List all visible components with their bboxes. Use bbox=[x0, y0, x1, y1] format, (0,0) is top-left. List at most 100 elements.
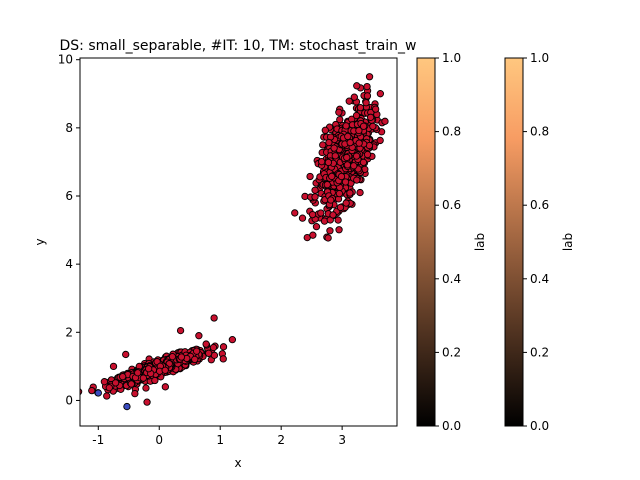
data-point bbox=[376, 90, 385, 98]
data-point bbox=[219, 343, 228, 351]
data-point bbox=[343, 161, 352, 169]
x-tick-label: 2 bbox=[277, 433, 285, 447]
colorbar-2: 0.0 0.2 0.4 0.6 0.8 1.0 lab bbox=[504, 51, 575, 433]
colorbar-tick-label: 0.0 bbox=[442, 419, 461, 433]
data-point bbox=[195, 332, 203, 340]
data-point bbox=[105, 384, 113, 392]
data-point bbox=[205, 349, 213, 357]
data-point bbox=[321, 126, 329, 134]
data-point bbox=[103, 392, 111, 400]
data-point bbox=[317, 209, 325, 217]
data-point bbox=[320, 217, 329, 225]
colorbar-1: 0.0 0.2 0.4 0.6 0.8 1.0 lab bbox=[416, 51, 487, 433]
data-point bbox=[350, 162, 358, 170]
x-tick-label: 1 bbox=[216, 433, 224, 447]
data-point bbox=[366, 113, 375, 121]
data-point bbox=[350, 93, 358, 101]
data-point bbox=[176, 326, 185, 335]
colorbar-1-ticks: 0.0 0.2 0.4 0.6 0.8 1.0 bbox=[435, 51, 461, 433]
y-tick-label: 10 bbox=[58, 53, 73, 67]
data-point bbox=[311, 186, 319, 194]
data-point bbox=[161, 383, 169, 391]
data-point bbox=[376, 136, 384, 145]
data-point bbox=[312, 223, 321, 231]
data-point bbox=[342, 199, 350, 207]
data-point bbox=[359, 122, 368, 130]
x-tick-label: 3 bbox=[338, 433, 346, 447]
data-point bbox=[177, 353, 186, 361]
data-point-outlier bbox=[94, 389, 102, 397]
data-point bbox=[381, 117, 389, 125]
x-axis: -1 0 1 2 3 bbox=[92, 426, 346, 447]
data-point bbox=[328, 172, 336, 181]
data-point bbox=[88, 386, 96, 395]
data-point bbox=[131, 389, 139, 398]
data-point bbox=[359, 158, 368, 166]
data-point bbox=[109, 362, 118, 371]
y-axis-label: y bbox=[33, 238, 47, 245]
data-point bbox=[329, 211, 337, 219]
x-tick-label: 0 bbox=[155, 433, 163, 447]
data-point bbox=[202, 340, 210, 348]
data-point bbox=[342, 122, 350, 130]
colorbar-tick-label: 0.8 bbox=[530, 125, 549, 139]
data-point bbox=[363, 82, 371, 91]
colorbar-tick-label: 0.6 bbox=[530, 198, 549, 212]
colorbar-2-gradient bbox=[504, 57, 524, 427]
data-point bbox=[228, 336, 237, 344]
colorbar-2-ticks: 0.0 0.2 0.4 0.6 0.8 1.0 bbox=[523, 51, 549, 433]
chart-title: DS: small_separable, #IT: 10, TM: stocha… bbox=[60, 38, 417, 54]
y-tick-label: 6 bbox=[65, 189, 73, 203]
data-point bbox=[144, 365, 153, 373]
data-point bbox=[134, 369, 142, 377]
colorbar-tick-label: 0.2 bbox=[530, 345, 549, 359]
data-point bbox=[323, 181, 331, 189]
y-tick-label: 2 bbox=[65, 325, 73, 339]
data-point bbox=[325, 138, 333, 147]
data-point bbox=[353, 176, 361, 184]
y-tick-label: 0 bbox=[65, 393, 73, 407]
data-point bbox=[324, 234, 332, 242]
data-point bbox=[355, 139, 363, 147]
colorbar-1-gradient bbox=[416, 57, 436, 427]
colorbar-tick-label: 1.0 bbox=[530, 51, 549, 65]
colorbar-tick-label: 0.4 bbox=[530, 272, 549, 286]
data-point bbox=[210, 314, 218, 322]
data-point bbox=[317, 158, 326, 166]
data-point bbox=[100, 378, 109, 386]
data-point bbox=[143, 398, 151, 406]
data-point bbox=[346, 189, 354, 197]
data-point bbox=[363, 92, 372, 100]
data-point bbox=[330, 144, 338, 152]
data-point bbox=[365, 73, 374, 81]
colorbar-2-label: lab bbox=[561, 233, 575, 251]
data-point bbox=[309, 231, 317, 239]
data-point-outlier bbox=[123, 402, 131, 411]
data-point bbox=[151, 376, 159, 385]
data-point bbox=[341, 178, 350, 186]
y-tick-label: 8 bbox=[65, 121, 73, 135]
data-point bbox=[319, 141, 327, 149]
data-point bbox=[324, 158, 333, 167]
data-point bbox=[306, 172, 314, 181]
data-point bbox=[336, 203, 345, 212]
colorbar-1-label: lab bbox=[473, 233, 487, 251]
data-point bbox=[308, 210, 317, 219]
data-point bbox=[122, 350, 130, 359]
data-point bbox=[327, 196, 335, 204]
plot-frame bbox=[79, 57, 398, 427]
data-point bbox=[127, 380, 135, 388]
data-point bbox=[111, 379, 120, 387]
y-tick-label: 4 bbox=[65, 257, 73, 271]
data-point bbox=[336, 115, 344, 124]
data-point bbox=[335, 226, 343, 234]
data-point bbox=[362, 99, 370, 107]
data-point bbox=[119, 373, 127, 381]
colorbar-tick-label: 0.2 bbox=[442, 345, 461, 359]
data-point bbox=[191, 355, 199, 364]
data-point bbox=[363, 150, 372, 159]
data-point bbox=[372, 105, 380, 113]
scatter-points bbox=[80, 73, 389, 411]
data-point bbox=[352, 152, 361, 160]
